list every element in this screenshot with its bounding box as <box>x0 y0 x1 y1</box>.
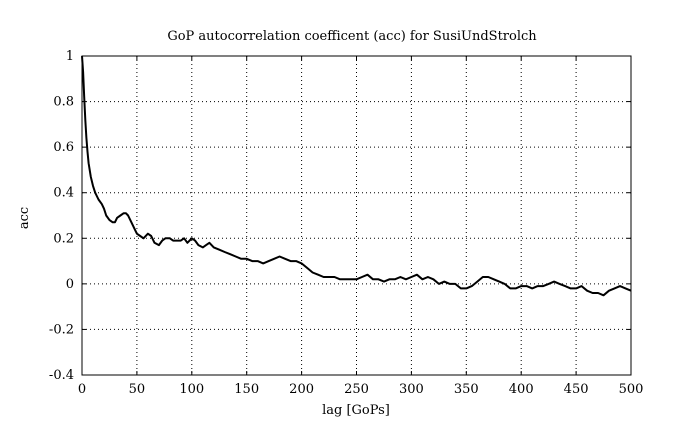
x-tick-label: 50 <box>129 382 146 397</box>
x-tick-label: 450 <box>564 382 589 397</box>
y-tick-label: 0.2 <box>53 231 74 246</box>
y-tick-label: 0.8 <box>53 95 74 110</box>
x-tick-label: 500 <box>619 382 644 397</box>
y-tick-label: 0.4 <box>53 186 74 201</box>
x-axis-label: lag [GoPs] <box>322 403 390 418</box>
plot-frame <box>81 55 632 376</box>
series-line <box>81 55 632 297</box>
x-tick-label: 150 <box>234 382 259 397</box>
x-tick-label: 250 <box>344 382 369 397</box>
x-tick-label: 400 <box>509 382 534 397</box>
x-tick-label: 200 <box>289 382 314 397</box>
x-tick-label: 350 <box>454 382 479 397</box>
y-tick-label: -0.4 <box>49 368 74 383</box>
series-layer <box>81 55 632 297</box>
axis-ticks <box>81 55 632 376</box>
x-tick-label: 100 <box>179 382 204 397</box>
x-tick-label: 0 <box>78 382 86 397</box>
x-tick-label: 300 <box>399 382 424 397</box>
y-tick-label: 0 <box>66 277 74 292</box>
y-tick-label: 1 <box>66 49 74 64</box>
x-tick-labels: 0 50 100 150 200 250 300 350 400 450 500 <box>78 382 644 397</box>
y-tick-label: 0.6 <box>53 140 74 155</box>
y-tick-labels: -0.4 -0.2 0 0.2 0.4 0.6 0.8 1 <box>49 49 74 383</box>
y-tick-label: -0.2 <box>49 322 74 337</box>
y-axis-label: acc <box>17 207 32 229</box>
grid <box>82 56 631 375</box>
chart-title: GoP autocorrelation coefficent (acc) for… <box>167 29 537 44</box>
